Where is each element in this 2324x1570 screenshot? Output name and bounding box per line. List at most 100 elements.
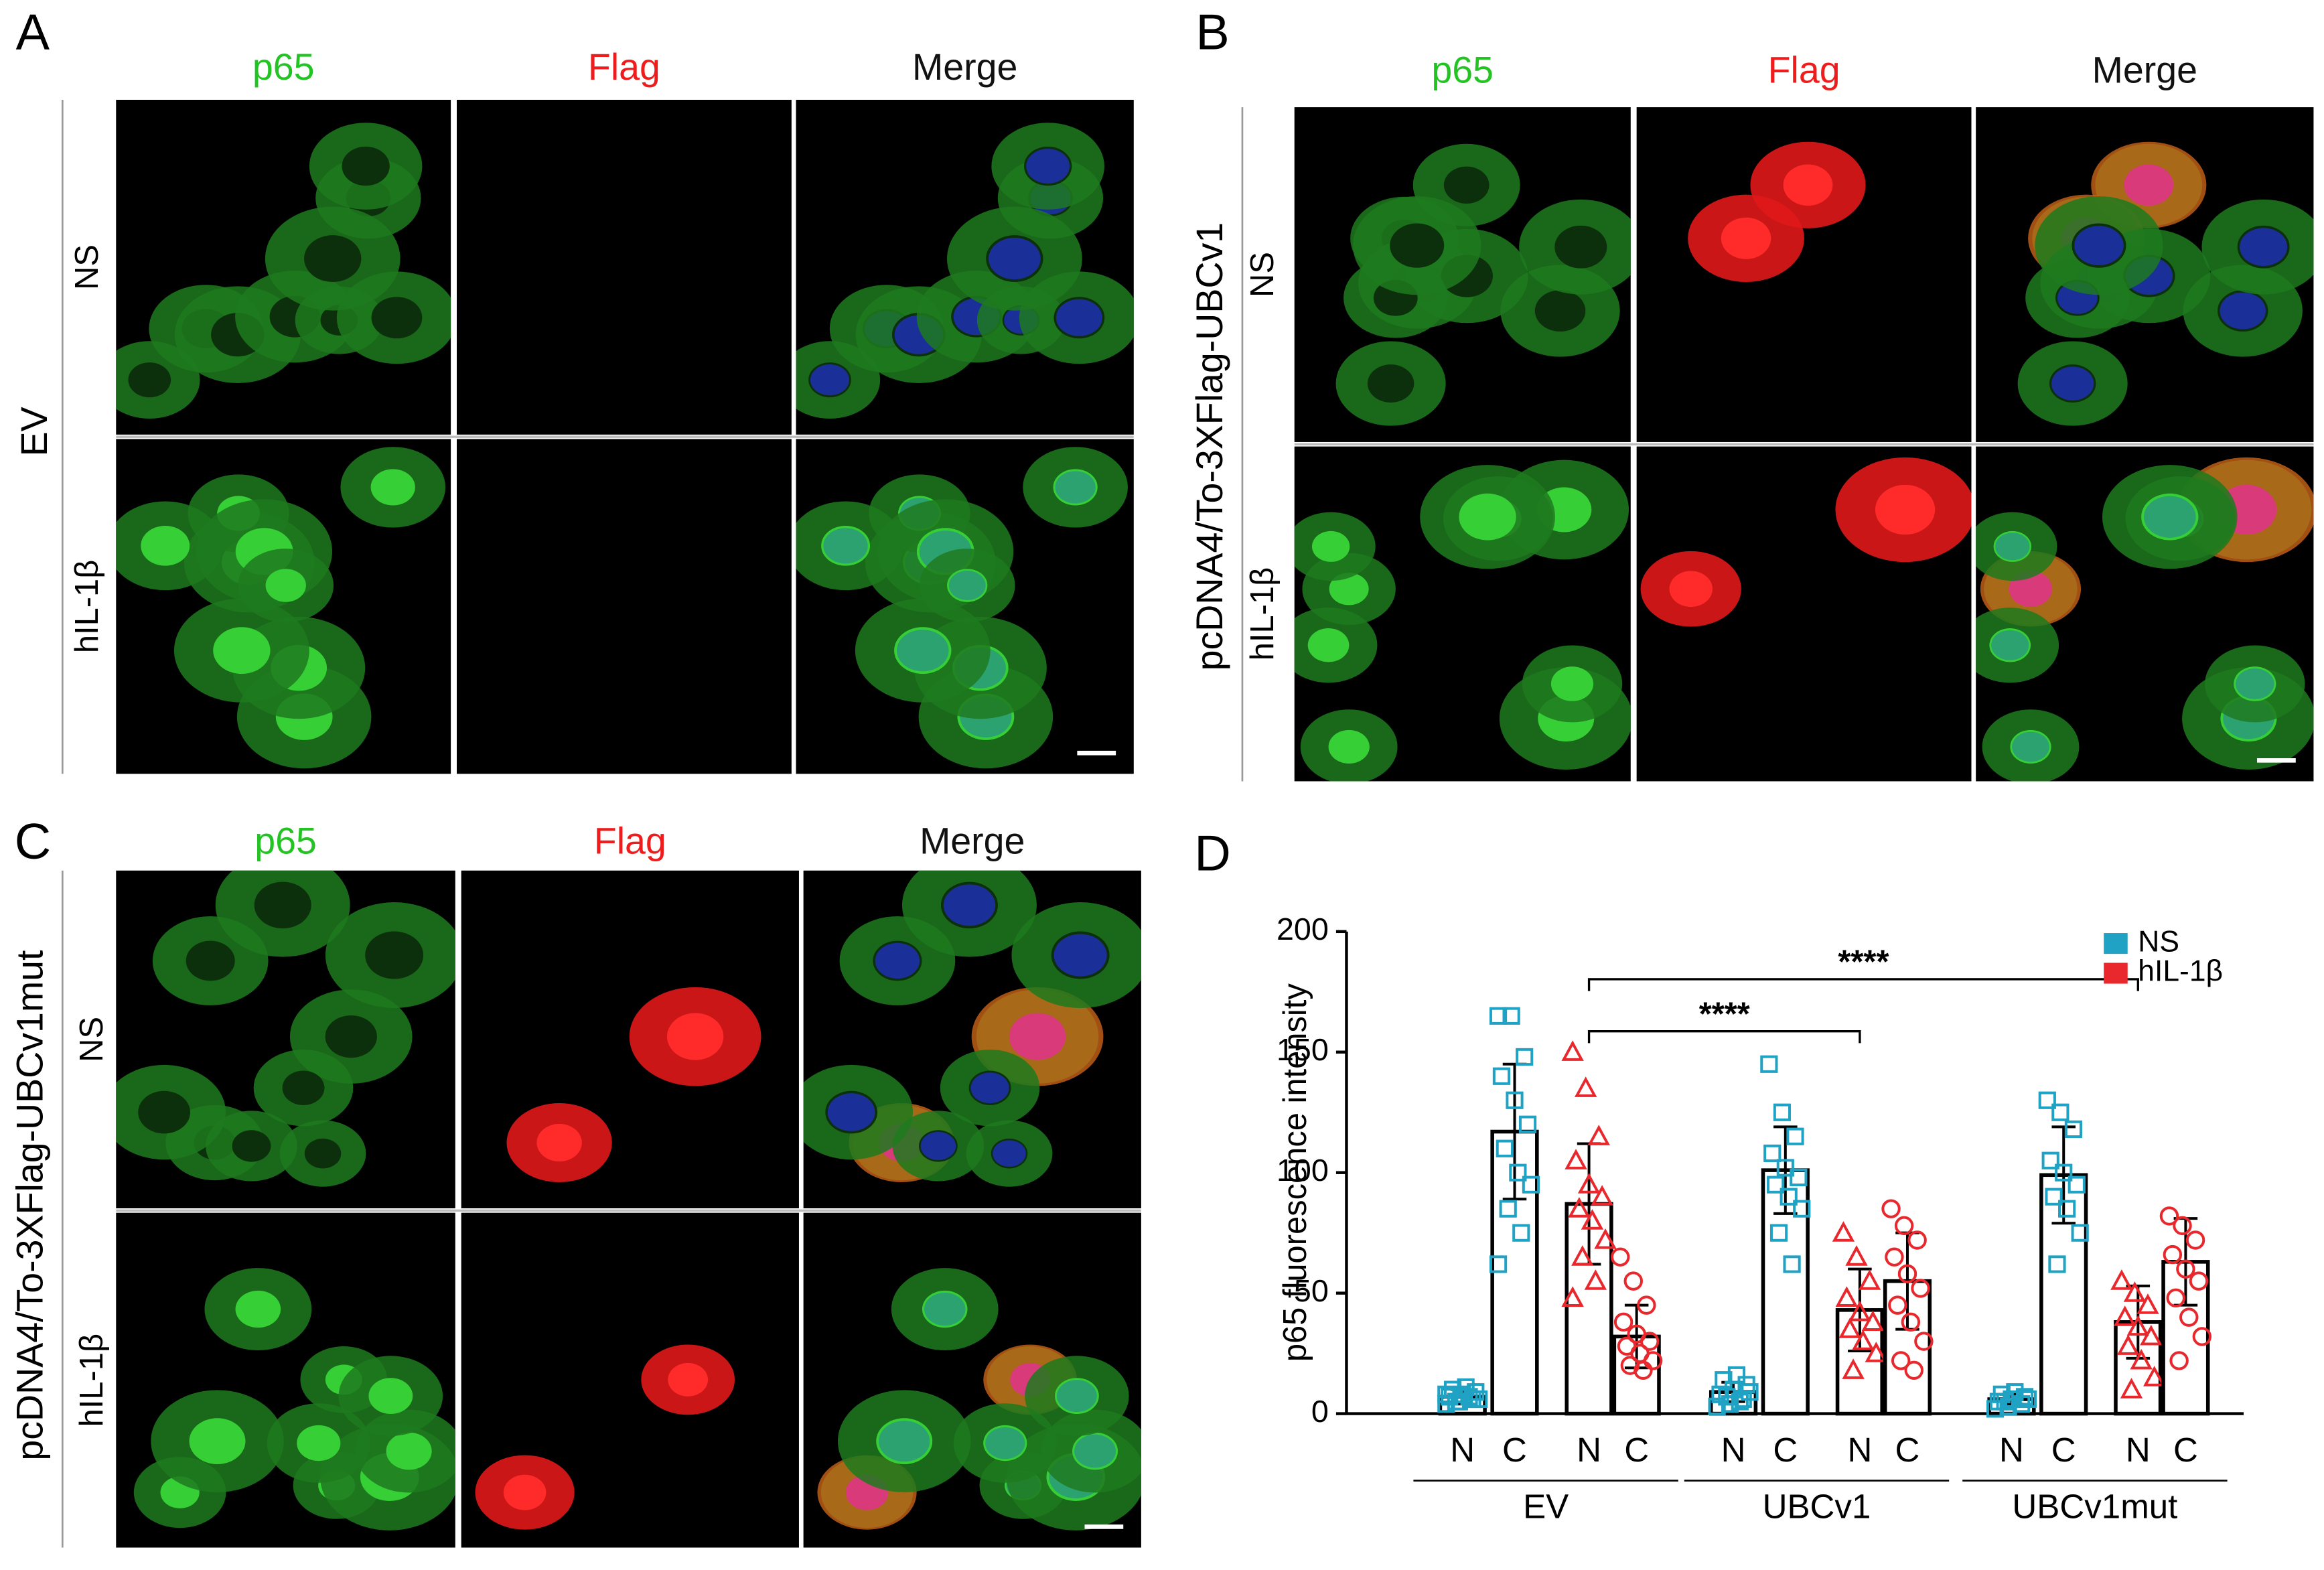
row-label: NS: [69, 244, 105, 290]
point: [2019, 1390, 2037, 1409]
point: [2136, 1293, 2159, 1314]
x-tick-label: N: [2126, 1431, 2151, 1469]
column-header: p65: [252, 46, 315, 88]
nucleus-dapi: [896, 630, 949, 672]
micrograph: [457, 439, 792, 774]
group-label: UBCv1mut: [2012, 1487, 2177, 1525]
nucleus: [1367, 364, 1414, 403]
cells: [1335, 143, 1631, 426]
x-tick-label: C: [2173, 1431, 2198, 1469]
cells: [796, 123, 1134, 419]
point: [2048, 1255, 2066, 1273]
micrograph: [1976, 107, 2314, 442]
micrograph: [1294, 107, 1631, 442]
point: [1565, 1149, 1587, 1169]
micrograph: [796, 99, 1134, 435]
point: [1888, 1295, 1907, 1315]
point: [1865, 1342, 1888, 1362]
point: [1637, 1295, 1656, 1315]
flag-nucleus: [1009, 1013, 1066, 1060]
point: [1512, 1224, 1530, 1242]
point: [2071, 1224, 2089, 1242]
point: [1613, 1312, 1633, 1332]
nucleus: [304, 1138, 342, 1169]
nucleus-dapi: [1026, 149, 1070, 184]
nucleus-dapi: [1056, 1380, 1097, 1413]
point: [1715, 1371, 1733, 1389]
cells: [2017, 141, 2314, 426]
point: [2163, 1244, 2183, 1265]
micrograph: [116, 870, 455, 1209]
micrograph-bg: [457, 99, 792, 435]
point: [2176, 1259, 2195, 1279]
micrograph: [116, 439, 451, 774]
group-label: EV: [13, 407, 55, 456]
x-tick-label: C: [1773, 1431, 1798, 1469]
nucleus-dapi: [2051, 366, 2094, 401]
cells: [506, 987, 761, 1183]
nucleus-dapi: [1054, 934, 1107, 977]
nucleus: [1443, 166, 1490, 204]
point: [1731, 1393, 1749, 1411]
point: [1594, 1228, 1617, 1249]
point: [1470, 1390, 1488, 1409]
nucleus: [1329, 573, 1369, 605]
cells: [475, 1344, 735, 1530]
point: [1633, 1360, 1653, 1380]
point: [1643, 1351, 1663, 1370]
nucleus-dapi: [920, 1131, 956, 1160]
x-tick-label: C: [1624, 1431, 1649, 1469]
nucleus: [1328, 729, 1370, 764]
column-header: Merge: [920, 820, 1025, 861]
point: [1522, 1175, 1540, 1194]
point: [2169, 1351, 2189, 1370]
nucleus-dapi: [879, 1421, 930, 1462]
nucleus: [186, 940, 235, 981]
cells: [796, 447, 1128, 769]
nucleus: [254, 881, 311, 929]
group-label: pcDNA4/To-3XFlag-UBCv1mut: [9, 950, 51, 1461]
cells: [817, 1268, 1141, 1530]
point: [1518, 1115, 1537, 1133]
nucleus-dapi: [943, 884, 996, 926]
micrograph: [1294, 446, 1631, 782]
point: [2038, 1091, 2056, 1109]
point: [1499, 1200, 1517, 1218]
cells: [116, 123, 451, 419]
point: [1845, 1245, 1868, 1266]
panel-letter: B: [1195, 4, 1229, 60]
point: [2041, 1151, 2059, 1169]
nucleus-dapi: [2220, 292, 2266, 330]
micrograph: [461, 1212, 799, 1548]
point: [2143, 1366, 2166, 1386]
point: [1885, 1247, 1904, 1267]
point: [1848, 1300, 1871, 1322]
micrograph: [803, 870, 1141, 1209]
point: [1741, 1383, 1759, 1401]
point: [1489, 1007, 1508, 1025]
point: [1571, 1245, 1594, 1266]
chart: D 0 50 100 150 200 p65 fluorescence intensity N…: [1194, 826, 2244, 1525]
point: [1561, 1286, 1584, 1307]
point: [1509, 1163, 1527, 1182]
x-tick-label: C: [2051, 1431, 2076, 1469]
x-tick-label: C: [1895, 1431, 1920, 1469]
point: [2114, 1305, 2136, 1326]
point: [1437, 1385, 1455, 1403]
nucleus: [368, 1378, 413, 1415]
point: [1561, 1040, 1584, 1061]
point: [1861, 1310, 1885, 1331]
nucleus: [1390, 223, 1445, 268]
point: [1852, 1330, 1875, 1350]
point: [1897, 1264, 1917, 1284]
nucleus: [304, 235, 362, 282]
micrograph: [116, 99, 451, 435]
nucleus: [1311, 530, 1350, 562]
x-tick-label: N: [1847, 1431, 1872, 1469]
nucleus: [1459, 493, 1516, 541]
point: [2179, 1307, 2199, 1327]
x-tick-label: N: [1577, 1431, 1601, 1469]
point: [2189, 1271, 2209, 1291]
nucleus-dapi: [1056, 299, 1102, 336]
